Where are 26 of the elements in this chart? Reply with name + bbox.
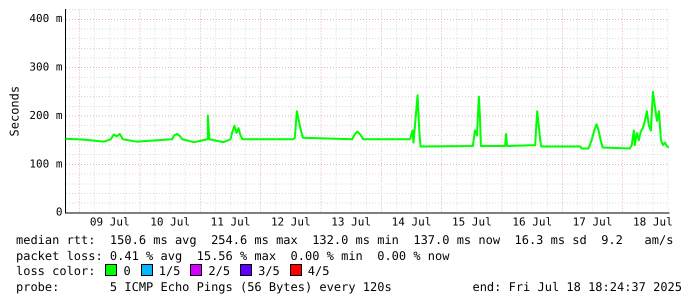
text: packet loss: 0.41 % avg 15.56 % max 0.00 % min 0.00 % now bbox=[16, 248, 450, 262]
text: 0 bbox=[123, 264, 131, 278]
text: 4/5 bbox=[308, 264, 330, 278]
x-tick-label: 11 Jul bbox=[210, 215, 250, 228]
text: 1/5 bbox=[158, 264, 180, 278]
x-tick-label: 13 Jul bbox=[331, 215, 372, 228]
text: 2/5 bbox=[208, 264, 230, 278]
x-tick-label: 15 Jul bbox=[452, 215, 492, 228]
x-tick-label: 18 Jul bbox=[633, 215, 673, 228]
x-tick-label: 10 Jul bbox=[150, 215, 190, 228]
x-tick-label: 16 Jul bbox=[512, 215, 552, 228]
text: loss color: bbox=[16, 264, 96, 278]
x-tick-label: 12 Jul bbox=[270, 215, 311, 228]
text: probe: 5 ICMP Echo Pings (56 Bytes) every 120s bbox=[16, 280, 392, 294]
y-tick-label: 0 bbox=[56, 206, 63, 219]
x-tick-label: 17 Jul bbox=[572, 215, 612, 228]
x-tick-label: 14 Jul bbox=[392, 215, 432, 228]
text: 3/5 bbox=[258, 264, 280, 278]
y-axis-title: Seconds bbox=[7, 86, 22, 136]
y-tick-label: 200 m bbox=[29, 108, 63, 122]
y-tick-label: 400 m bbox=[29, 12, 63, 26]
text: end: Fri Jul 18 18:24:37 2025 bbox=[472, 280, 682, 295]
y-tick-label: 300 m bbox=[29, 60, 63, 74]
text: median rtt: 150.6 ms avg 254.6 ms max 132.0 ms min 137.0 ms now 16.3 ms sd 9.2 am/s bbox=[16, 233, 674, 247]
x-tick-label: 09 Jul bbox=[90, 215, 130, 228]
y-tick-label: 100 m bbox=[29, 157, 63, 170]
